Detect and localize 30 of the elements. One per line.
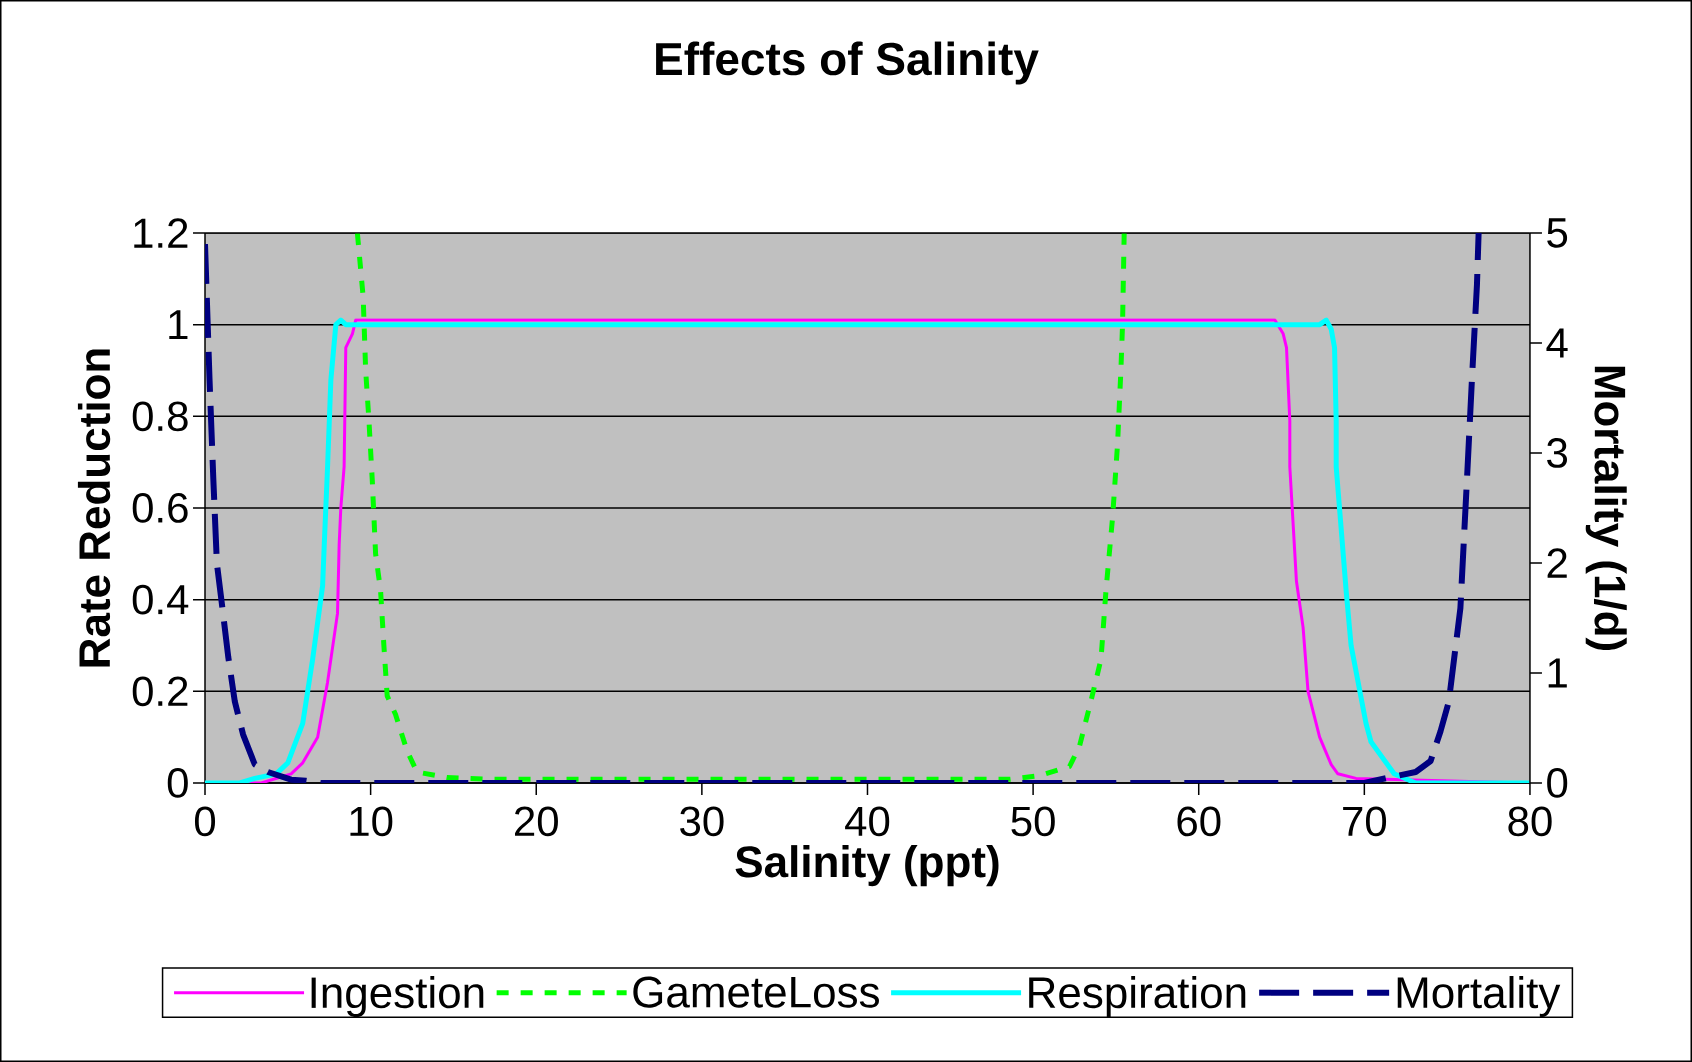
y2-tick-label: 5 <box>1547 218 1568 248</box>
legend-label: GameteLoss <box>633 976 879 1008</box>
y-tick-label: 1.2 <box>134 218 188 248</box>
chart-title: Effects of Salinity <box>656 41 1039 85</box>
y2-tick-label: 3 <box>1547 438 1568 468</box>
x-axis-title: Salinity (ppt) <box>735 845 999 887</box>
y2-tick-label: 1 <box>1548 658 1567 688</box>
x-tick-label: 40 <box>845 806 890 837</box>
legend-label: Mortality <box>1397 975 1561 1017</box>
y-tick-label: 0.4 <box>132 584 189 615</box>
y2-tick-label: 2 <box>1547 548 1567 578</box>
y-tick-label: 0.2 <box>132 676 188 707</box>
x-tick-label: 30 <box>680 806 724 837</box>
y2-axis-title: Mortality (1/d) <box>1585 366 1627 650</box>
y-tick-label: 0.8 <box>132 401 188 432</box>
x-tick-label: 0 <box>194 806 216 837</box>
y2-tick-label: 4 <box>1546 328 1568 358</box>
y-axis-title: Rate Reduction <box>77 349 111 667</box>
y-tick-label: 0 <box>167 768 188 798</box>
x-tick-label: 10 <box>350 806 393 837</box>
x-tick-label: 60 <box>1177 806 1221 837</box>
x-tick-label: 20 <box>515 806 558 837</box>
x-tick-label: 50 <box>1011 806 1055 837</box>
legend-label: Ingestion <box>311 975 484 1017</box>
legend-label: Respiration <box>1029 975 1246 1017</box>
y-tick-label: 1 <box>169 310 188 340</box>
y2-tick-label: 0 <box>1547 768 1568 798</box>
x-tick-label: 70 <box>1343 806 1387 837</box>
y-tick-label: 0.6 <box>132 493 188 523</box>
x-tick-label: 80 <box>1508 806 1552 837</box>
